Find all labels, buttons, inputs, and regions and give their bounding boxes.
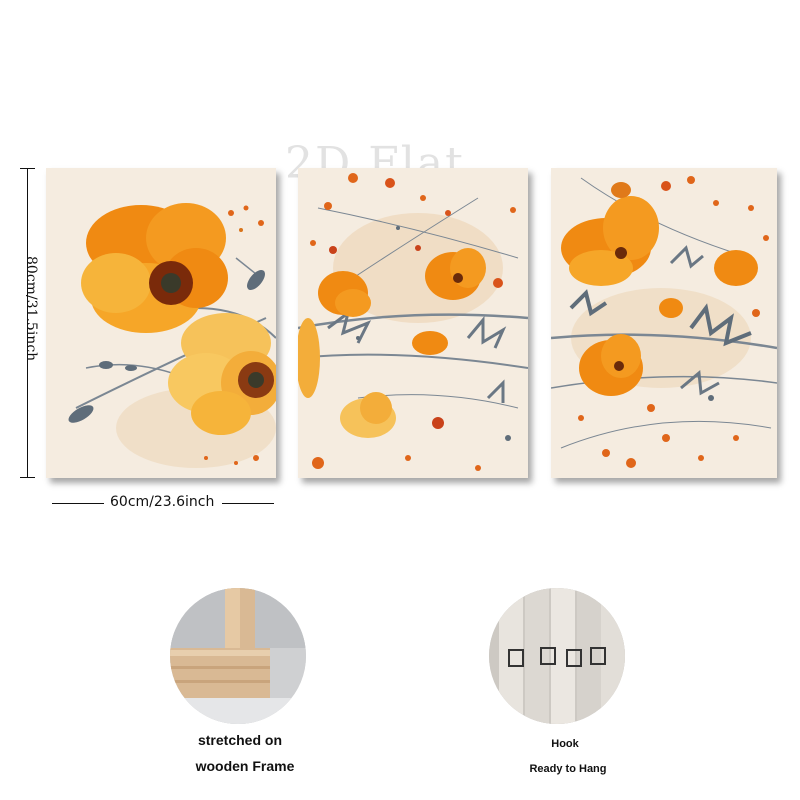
hook-caption-line1: Hook [551, 738, 579, 750]
hook-caption-line2: Ready to Hang [529, 763, 607, 775]
wooden-frame-image [170, 588, 306, 724]
frame-caption-line1: stretched on [197, 732, 282, 748]
height-dimension-label: 80cm/31.5inch [23, 256, 39, 362]
hook-image [489, 588, 625, 724]
wooden-frame-photo [170, 588, 306, 724]
middle-panel-artwork [298, 168, 528, 478]
width-dimension-line-right [222, 503, 274, 504]
width-dimension-label: 60cm/23.6inch [110, 494, 215, 510]
right-panel-artwork [551, 168, 777, 478]
width-dimension-line-left [52, 503, 104, 504]
right-panel [551, 168, 777, 478]
middle-panel [298, 168, 528, 478]
hook-photo [489, 588, 625, 724]
left-panel [46, 168, 276, 478]
frame-caption-line2: wooden Frame [195, 758, 295, 774]
height-dimension-line [27, 168, 28, 478]
height-dimension-bottom-cap [20, 477, 35, 478]
left-panel-artwork [46, 168, 276, 478]
